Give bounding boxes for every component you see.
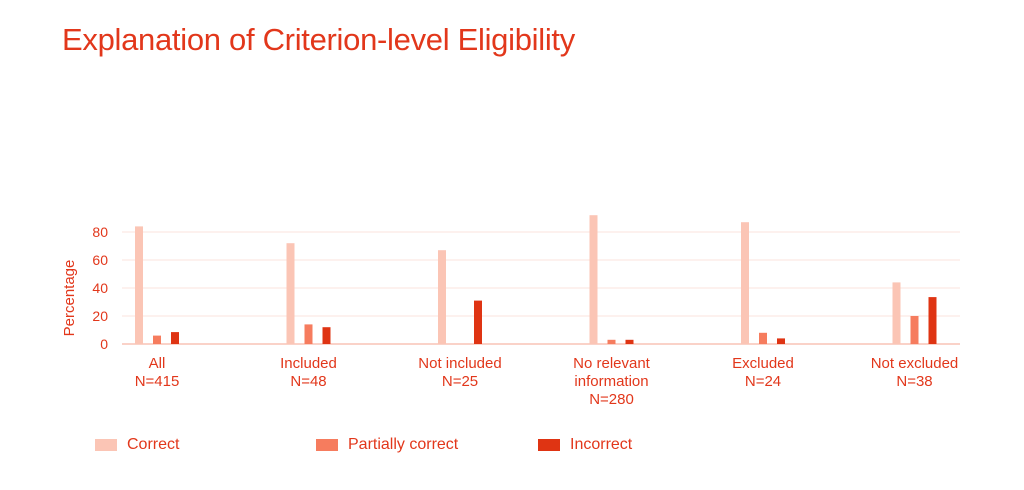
y-tick-label: 0 (100, 336, 108, 352)
bar (777, 338, 785, 344)
chart-title: Explanation of Criterion-level Eligibili… (62, 22, 575, 57)
x-tick-label: N=415 (135, 373, 180, 390)
bar (928, 297, 937, 344)
bar (286, 243, 295, 344)
legend-swatch (316, 439, 338, 451)
bar (153, 335, 161, 344)
x-tick-label: N=24 (745, 373, 781, 390)
x-tick-label: N=280 (589, 391, 634, 408)
bar (589, 215, 598, 344)
x-tick-label: Included (280, 355, 337, 372)
bar (438, 250, 446, 344)
legend-swatch (538, 439, 560, 451)
x-tick-label: Excluded (732, 355, 794, 372)
x-tick-label: N=25 (442, 373, 478, 390)
bar (322, 327, 331, 344)
x-tick-label: N=48 (290, 373, 326, 390)
legend-label: Partially correct (348, 436, 459, 453)
bar (607, 339, 616, 344)
bar (171, 332, 179, 344)
bar (474, 300, 482, 344)
bar (892, 282, 901, 344)
bar (135, 226, 143, 344)
legend-label: Correct (127, 436, 180, 453)
x-tick-label: No relevant (573, 355, 651, 372)
x-tick-label: Not excluded (871, 355, 959, 372)
x-tick-label: information (574, 373, 648, 390)
y-tick-label: 20 (92, 308, 108, 324)
legend-swatch (95, 439, 117, 451)
y-tick-label: 40 (92, 280, 108, 296)
bar (741, 222, 749, 344)
bar (625, 339, 634, 344)
y-tick-label: 60 (92, 252, 108, 268)
chart-legend: Correct Partially correct Incorrect (0, 436, 1024, 460)
bar (910, 316, 919, 344)
y-axis-label: Percentage (61, 260, 78, 337)
x-tick-label: Not included (418, 355, 501, 372)
x-tick-label: All (149, 355, 166, 372)
bar (304, 324, 313, 344)
y-tick-label: 80 (92, 224, 108, 240)
legend-item: Partially correct (316, 436, 458, 454)
legend-item: Correct (95, 436, 179, 454)
x-tick-label: N=38 (896, 373, 932, 390)
legend-label: Incorrect (570, 436, 633, 453)
legend-item: Incorrect (538, 436, 632, 454)
bar (759, 332, 767, 344)
